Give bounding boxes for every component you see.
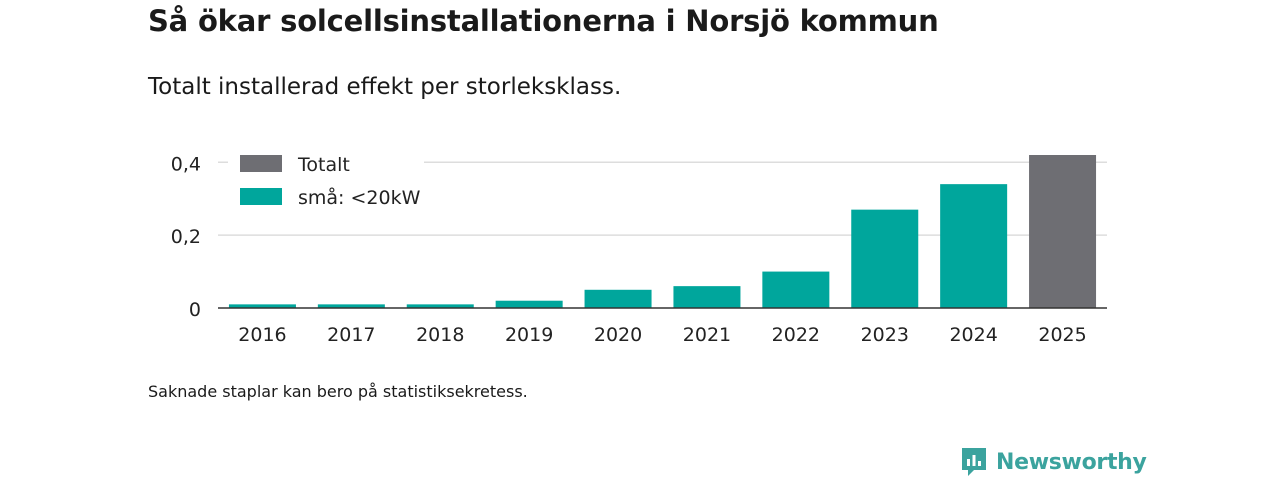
legend-swatch [240,188,282,205]
bar-2024 [940,184,1008,308]
footnote: Saknade staplar kan bero på statistiksek… [148,382,528,401]
bar-2017 [317,304,385,308]
x-tick-label: 2023 [861,324,909,346]
chart-title: Så ökar solcellsinstallationerna i Norsj… [148,4,939,38]
x-tick-label: 2016 [238,324,286,346]
chart-subtitle: Totalt installerad effekt per storlekskl… [148,74,622,100]
legend-label: Totalt [297,154,350,176]
newsworthy-logo: Newsworthy [960,446,1147,478]
bar-2018 [406,304,474,308]
bar-2016 [228,304,296,308]
brand-name: Newsworthy [996,449,1147,475]
y-tick-label: 0,2 [171,226,201,248]
x-tick-label: 2025 [1038,324,1086,346]
x-tick-label: 2024 [949,324,997,346]
bar-2025 [1029,155,1097,308]
legend-swatch [240,155,282,172]
y-tick-label: 0 [189,299,201,321]
x-tick-label: 2022 [772,324,820,346]
bar-2022 [762,271,830,308]
x-tick-label: 2018 [416,324,464,346]
bar-2023 [851,209,919,308]
legend-label: små: <20kW [298,186,421,209]
bar-2020 [584,289,652,308]
bar-2021 [673,286,741,308]
newsworthy-logo-icon [962,448,986,476]
x-tick-label: 2019 [505,324,553,346]
y-tick-label: 0,4 [171,153,201,175]
x-tick-label: 2020 [594,324,642,346]
x-tick-label: 2017 [327,324,375,346]
bar-chart: 0 0,2 0,4 2016 2017 2018 2019 2020 2021 2022 2023 2… [170,153,1107,346]
x-tick-label: 2021 [683,324,731,346]
bar-2019 [495,300,563,308]
